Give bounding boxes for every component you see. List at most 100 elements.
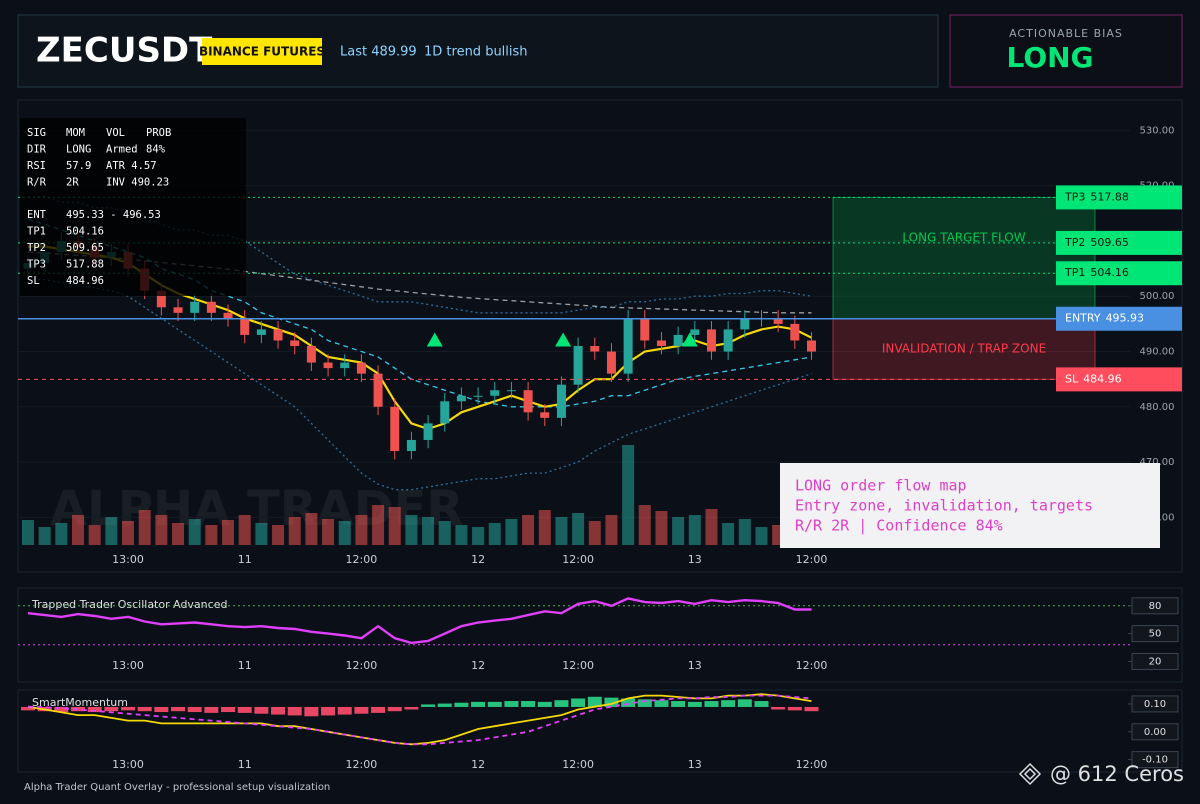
x-tick-label: 11 — [238, 758, 252, 771]
candle-body — [473, 395, 483, 397]
volume-bar — [38, 527, 51, 545]
histogram-bar — [704, 701, 719, 707]
volume-bar — [422, 517, 435, 545]
x-tick-label: 13 — [688, 758, 702, 771]
volume-bar — [405, 515, 418, 545]
candle-body — [390, 406, 400, 452]
candle-body — [573, 345, 583, 385]
x-tick-label: 12:00 — [796, 758, 828, 771]
panel-cell: MOM — [66, 127, 85, 139]
histogram-bar — [504, 701, 519, 707]
volume-bar — [555, 517, 568, 545]
trend: 1D trend bullish — [424, 45, 528, 60]
candle-body — [506, 390, 516, 392]
histogram-bar — [437, 703, 452, 707]
histogram-bar — [421, 704, 436, 707]
symbol: ZECUSDT — [36, 31, 213, 71]
histogram-bar — [454, 702, 469, 707]
x-tick-label: 12:00 — [796, 659, 828, 672]
histogram-bar — [621, 698, 636, 707]
y-tick-label: 0.00 — [1144, 727, 1166, 738]
candle-body — [556, 384, 566, 418]
candle-body — [423, 423, 433, 440]
x-tick-label: 12:00 — [562, 659, 594, 672]
level-label: TP1 504.16 — [1064, 266, 1129, 279]
x-tick-label: 12:00 — [562, 758, 594, 771]
x-tick-label: 12:00 — [796, 553, 828, 566]
note-box — [780, 463, 1160, 548]
zone — [832, 196, 1096, 320]
histogram-bar — [371, 706, 386, 713]
histogram-bar — [671, 701, 686, 707]
y-tick-label: 470.00 — [1140, 457, 1175, 468]
y-tick-label: 20 — [1149, 656, 1162, 667]
x-tick-label: 12:00 — [346, 659, 378, 672]
histogram-bar — [754, 701, 769, 707]
volume-bar — [672, 517, 685, 545]
histogram-bar — [321, 706, 336, 716]
note-line: Entry zone, invalidation, targets — [795, 497, 1093, 515]
y-tick-label: 50 — [1149, 629, 1162, 640]
credit-icon — [1018, 762, 1042, 786]
candle-body — [656, 340, 666, 346]
panel-cell: VOL — [106, 127, 125, 139]
header-box — [17, 14, 939, 88]
volume-bar — [572, 513, 585, 545]
volume-bar — [722, 523, 735, 545]
x-tick-label: 13:00 — [112, 659, 144, 672]
histogram-bar — [221, 706, 236, 713]
overlay-panel — [20, 118, 246, 296]
level-label: ENTRY 495.93 — [1065, 312, 1144, 325]
histogram-bar — [787, 706, 802, 711]
candle-body — [256, 329, 266, 335]
level-box — [1056, 185, 1182, 210]
x-tick-label: 12:00 — [562, 553, 594, 566]
volume-bar — [222, 520, 235, 545]
zone-label: INVALIDATION / TRAP ZONE — [882, 342, 1046, 356]
exchange-badge — [202, 38, 322, 65]
histogram-bar — [337, 706, 352, 715]
panel-cell: 509.65 — [66, 242, 104, 254]
volume-bar — [88, 525, 101, 545]
histogram-bar — [571, 698, 586, 707]
volume-bar — [472, 527, 485, 545]
panel-cell: 484.96 — [66, 275, 104, 287]
level-box — [1056, 230, 1182, 255]
level-value: 509.65 — [1090, 236, 1129, 249]
histogram-bar — [71, 706, 86, 712]
panel-cell: ATR 4.57 — [106, 160, 157, 172]
volume-bar — [605, 515, 618, 545]
panel-title: SmartMomentum — [32, 696, 128, 709]
histogram-bar — [204, 706, 219, 713]
candle-body — [156, 290, 166, 308]
level-name: TP1 — [1064, 266, 1085, 279]
candle-body — [773, 318, 783, 324]
panel-cell: RSI — [27, 160, 46, 172]
candle-body — [173, 307, 183, 313]
candle-body — [306, 345, 316, 363]
candle-body — [356, 362, 366, 374]
panel-cell: 2R — [66, 177, 79, 189]
volume-bar — [738, 519, 751, 545]
candle-body — [440, 401, 450, 424]
histogram-bar — [354, 706, 369, 714]
volume-bar — [272, 525, 285, 545]
volume-bar — [505, 519, 518, 545]
volume-bar — [205, 525, 218, 545]
level-value: 504.16 — [1090, 266, 1129, 279]
volume-bar — [305, 513, 318, 545]
volume-bar — [105, 517, 118, 545]
x-tick-label: 12 — [471, 659, 485, 672]
candle-body — [273, 329, 283, 341]
panel-cell: SL — [27, 275, 40, 287]
histogram-bar — [804, 706, 819, 712]
volume-bar — [238, 515, 251, 545]
x-tick-label: 12 — [471, 758, 485, 771]
level-label: SL 484.96 — [1065, 372, 1122, 385]
x-tick-label: 13 — [688, 553, 702, 566]
panel-title: Trapped Trader Oscillator Advanced — [31, 598, 227, 611]
volume-bar — [638, 505, 651, 545]
histogram-bar — [137, 706, 152, 712]
